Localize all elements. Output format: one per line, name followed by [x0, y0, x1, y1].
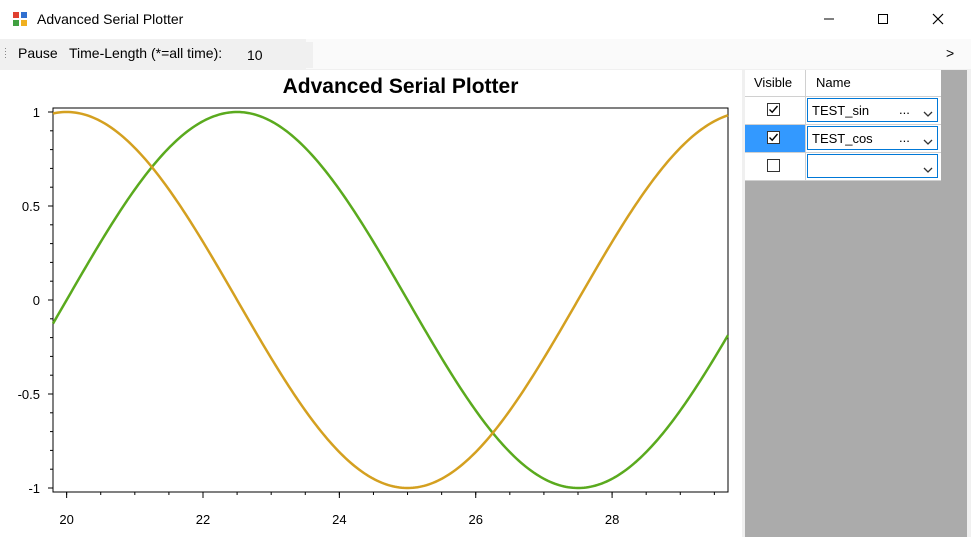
column-header-visible-label: Visible — [754, 75, 793, 90]
x-tick-label: 28 — [605, 512, 619, 527]
time-length-label: Time-Length (*=all time): — [69, 45, 223, 61]
chevron-down-icon[interactable] — [923, 162, 933, 177]
name-cell[interactable] — [806, 153, 940, 180]
x-tick-label: 20 — [59, 512, 73, 527]
chart-title: Advanced Serial Plotter — [283, 75, 519, 98]
visible-cell[interactable] — [745, 97, 806, 124]
close-button[interactable] — [915, 0, 961, 38]
series-grid: Visible Name TEST_sin... TEST_cos... — [745, 70, 941, 181]
maximize-icon — [878, 14, 888, 24]
column-header-name[interactable]: Name — [806, 70, 940, 96]
toolbar-overflow-button[interactable]: > — [946, 45, 955, 61]
series-name: TEST_sin — [812, 103, 870, 118]
series-name-ellipsis: ... — [899, 102, 910, 117]
minimize-button[interactable] — [806, 0, 852, 38]
series-name-dropdown[interactable] — [807, 154, 938, 178]
y-tick-label: -1 — [28, 481, 40, 496]
grid-row[interactable]: TEST_sin... — [745, 97, 941, 125]
close-icon — [932, 13, 944, 25]
visible-checkbox[interactable] — [767, 103, 780, 116]
series-name-dropdown[interactable]: TEST_sin... — [807, 98, 938, 122]
grip-icon[interactable] — [4, 47, 7, 61]
x-tick-label: 22 — [196, 512, 210, 527]
visible-cell[interactable] — [745, 125, 806, 152]
check-icon — [769, 133, 779, 142]
series-name: TEST_cos — [812, 131, 873, 146]
visible-checkbox[interactable] — [767, 131, 780, 144]
check-icon — [769, 105, 779, 114]
app-icon — [13, 12, 27, 26]
y-tick-label: -0.5 — [18, 387, 40, 402]
plot-panel[interactable]: Advanced Serial Plotter 1 0.5 0 -0.5 -1 20 22 24… — [0, 70, 742, 537]
chevron-down-icon[interactable] — [923, 106, 933, 121]
grid-header: Visible Name — [745, 70, 941, 97]
name-cell[interactable]: TEST_sin... — [806, 97, 940, 124]
series-name-ellipsis: ... — [899, 130, 910, 145]
title-bar: Advanced Serial Plotter — [0, 0, 971, 39]
series-line-TEST_cos — [52, 110, 729, 490]
visible-checkbox[interactable] — [767, 159, 780, 172]
y-tick-label: 1 — [33, 105, 40, 120]
tool-strip: Pause Time-Length (*=all time): — [0, 39, 313, 69]
x-tick-label: 26 — [468, 512, 482, 527]
visible-cell[interactable] — [745, 153, 806, 180]
series-grid-panel: Visible Name TEST_sin... TEST_cos... — [745, 70, 967, 537]
grid-row[interactable] — [745, 153, 941, 181]
chart[interactable]: Advanced Serial Plotter 1 0.5 0 -0.5 -1 20 22 24… — [0, 70, 742, 537]
column-header-name-label: Name — [816, 75, 851, 90]
name-cell[interactable]: TEST_cos... — [806, 125, 940, 152]
y-tick-label: 0.5 — [22, 199, 40, 214]
window-edge — [967, 70, 971, 537]
grid-row[interactable]: TEST_cos... — [745, 125, 941, 153]
y-tick-label: 0 — [33, 293, 40, 308]
series-name-dropdown[interactable]: TEST_cos... — [807, 126, 938, 150]
series-line-TEST_sin — [51, 110, 730, 490]
minimize-icon — [824, 18, 834, 20]
window-title: Advanced Serial Plotter — [37, 11, 184, 27]
toolbar-background — [306, 39, 971, 69]
x-tick-label: 24 — [332, 512, 346, 527]
toolbar: Pause Time-Length (*=all time): > — [0, 39, 971, 69]
maximize-button[interactable] — [860, 0, 906, 38]
chevron-down-icon[interactable] — [923, 134, 933, 149]
column-header-visible[interactable]: Visible — [745, 70, 806, 96]
time-length-input[interactable] — [243, 42, 313, 68]
pause-button[interactable]: Pause — [18, 45, 58, 61]
